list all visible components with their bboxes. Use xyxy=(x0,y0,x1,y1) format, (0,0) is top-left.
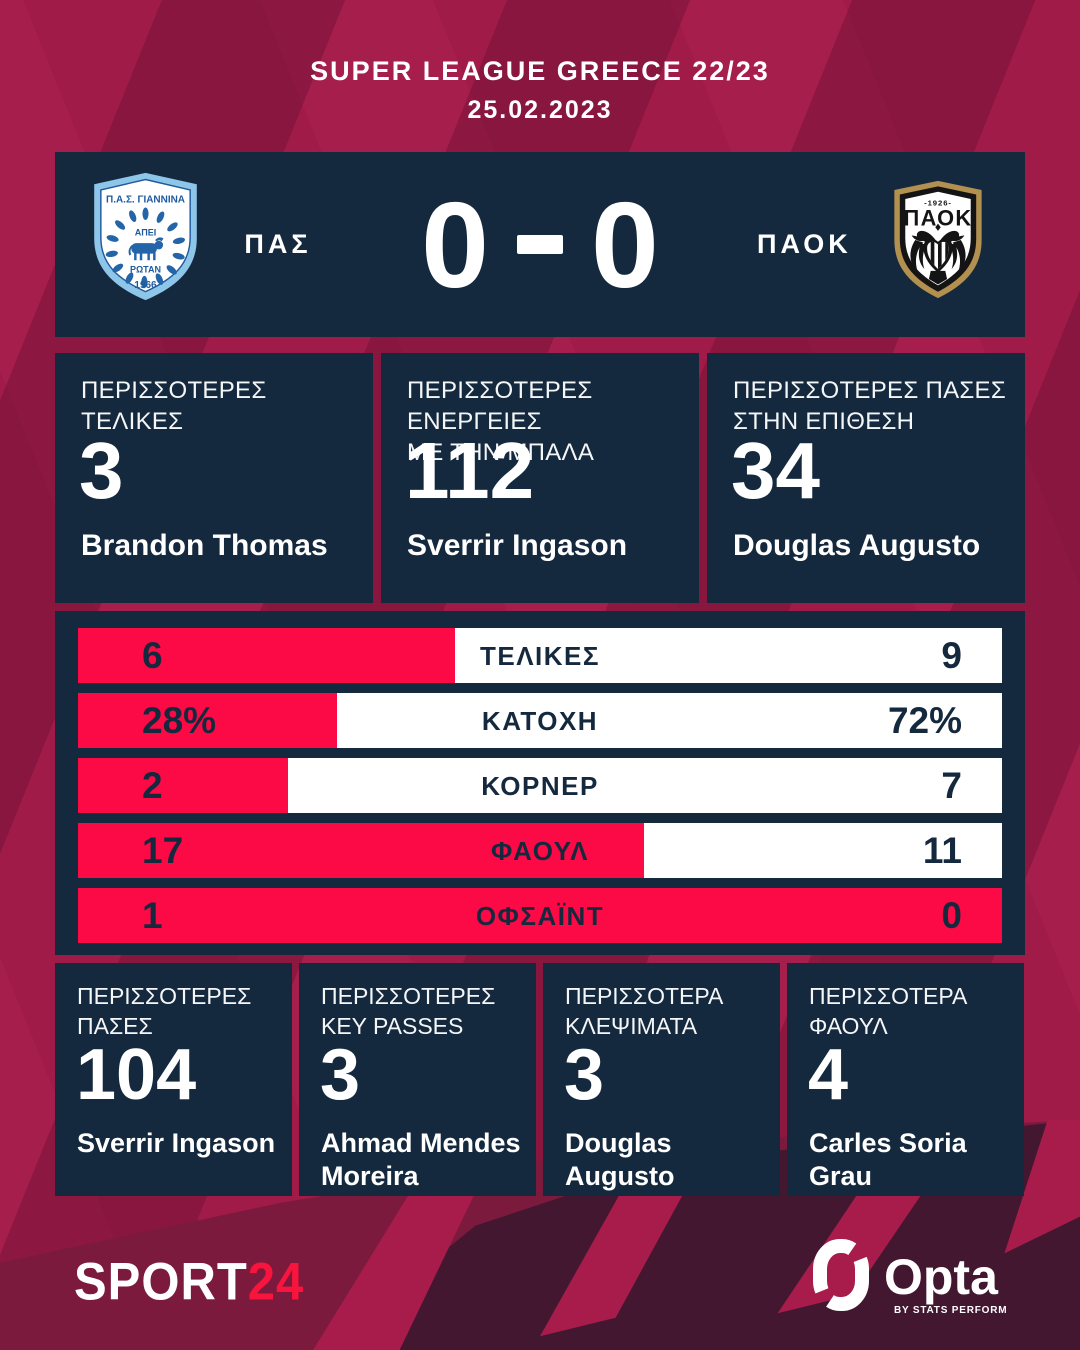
stat-card-most-attacking-passes: ΠΕΡΙΣΣΟΤΕΡΕΣ ΠΑΣΕΣ ΣΤΗΝ ΕΠΙΘΕΣΗ 34 Dougla… xyxy=(707,353,1025,603)
away-value: 0 xyxy=(941,895,962,936)
home-value: 2 xyxy=(142,765,163,806)
home-value: 28% xyxy=(142,700,217,741)
home-bar-fill xyxy=(78,888,1002,943)
pas-giannina-crest-icon: Π.Α.Σ. ΓΙΑΝΝΙΝΑ ΑΠΕΙ xyxy=(94,172,197,301)
home-score: 0 xyxy=(421,176,489,313)
stat-value: 104 xyxy=(76,1035,197,1115)
stat-value: 112 xyxy=(405,426,535,515)
stat-player: Douglas Augusto xyxy=(733,529,981,562)
stat-label: ΠΕΡΙΣΣΟΤΕΡΑ ΦΑΟΥΛ xyxy=(809,983,968,1039)
stat-card-most-tackles: ΠΕΡΙΣΣΟΤΕΡΑ ΚΛΕΨΙΜΑΤΑ 3 Douglas Augusto xyxy=(543,963,780,1196)
score-separator-icon xyxy=(517,235,563,254)
comparison-bars-panel: 6 ΤΕΛΙΚΕΣ 9 28% ΚΑΤΟΧΗ 72% 2 ΚΟΡΝΕΡ 7 17… xyxy=(55,611,1025,955)
match-date: 25.02.2023 xyxy=(467,96,613,124)
bar-row-fouls: 17 ΦΑΟΥΛ 11 xyxy=(78,823,1002,878)
away-score: 0 xyxy=(591,176,659,313)
pas-crest-bull xyxy=(128,237,164,261)
stat-card-most-touches: ΠΕΡΙΣΣΟΤΕΡΕΣ ΕΝΕΡΓΕΙΕΣ ΜΕ ΤΗΝ ΜΠΑΛΑ 112 S… xyxy=(381,353,699,603)
stat-card-most-key-passes: ΠΕΡΙΣΣΟΤΕΡΕΣ KEY PASSES 3 Ahmad Mendes Mo… xyxy=(299,963,536,1196)
sport24-logo-number: 24 xyxy=(247,1253,305,1312)
pas-crest-title: Π.Α.Σ. ΓΙΑΝΝΙΝΑ xyxy=(106,194,185,205)
opta-ring-icon xyxy=(813,1239,869,1311)
bar-row-corners: 2 ΚΟΡΝΕΡ 7 xyxy=(78,758,1002,813)
bar-category-label: ΟΦΣΑΪΝΤ xyxy=(475,901,605,931)
bar-category-label: ΤΕΛΙΚΕΣ xyxy=(479,641,600,671)
away-value: 11 xyxy=(922,830,962,871)
pas-crest-upper-text: ΑΠΕΙ xyxy=(135,228,157,238)
stat-player: Sverrir Ingason xyxy=(77,1128,276,1158)
paok-crest-year: -1926- xyxy=(924,198,952,207)
opta-brand-text: Opta xyxy=(884,1249,998,1305)
sport24-logo-text: SPORT xyxy=(74,1253,248,1312)
bar-category-label: ΚΑΤΟΧΗ xyxy=(481,706,599,736)
bar-row-offsides: 1 ΟΦΣΑΪΝΤ 0 xyxy=(78,888,1002,943)
opta-logo: Opta BY STATS PERFORM xyxy=(812,1238,1007,1316)
away-value: 9 xyxy=(941,635,962,676)
stat-label: ΠΕΡΙΣΣΟΤΕΡΕΣ ΤΕΛΙΚΕΣ xyxy=(81,377,267,435)
home-team-label: ΠΑΣ xyxy=(244,229,312,259)
home-bar-fill xyxy=(78,628,455,683)
home-value: 1 xyxy=(142,895,163,936)
stat-player: Sverrir Ingason xyxy=(407,529,628,562)
sport24-logo: SPORT24 xyxy=(74,1252,304,1312)
stat-player: Douglas Augusto xyxy=(565,1128,675,1191)
match-score: 0 0 xyxy=(340,152,740,337)
stat-label: ΠΕΡΙΣΣΟΤΕΡΕΣ ΠΑΣΕΣ xyxy=(77,983,252,1039)
competition-title: SUPER LEAGUE GREECE 22/23 xyxy=(310,56,770,86)
stat-value: 34 xyxy=(731,426,820,515)
home-value: 17 xyxy=(142,830,184,871)
home-bar-fill xyxy=(78,693,337,748)
bar-row-possession: 28% ΚΑΤΟΧΗ 72% xyxy=(78,693,1002,748)
scoreboard-panel: Π.Α.Σ. ΓΙΑΝΝΙΝΑ ΑΠΕΙ xyxy=(55,152,1025,337)
paok-crest-icon: -1926- ΠΑΟΚ xyxy=(894,180,982,299)
pas-crest-wreath xyxy=(105,207,186,289)
opta-byline-text: BY STATS PERFORM xyxy=(894,1305,1008,1316)
stat-value: 4 xyxy=(808,1035,849,1115)
stat-label: ΠΕΡΙΣΣΟΤΕΡΕΣ KEY PASSES xyxy=(321,983,496,1039)
paok-crest-heart-stripes xyxy=(930,241,949,270)
away-team-label: ΠΑΟΚ xyxy=(757,229,852,259)
stat-player: Brandon Thomas xyxy=(81,529,328,562)
stat-value: 3 xyxy=(320,1035,361,1115)
stat-card-most-passes: ΠΕΡΙΣΣΟΤΕΡΕΣ ΠΑΣΕΣ 104 Sverrir Ingason xyxy=(55,963,292,1196)
pas-crest-year: 1966 xyxy=(134,280,157,291)
stat-player: Carles Soria Grau xyxy=(809,1128,967,1191)
away-value: 7 xyxy=(941,765,962,806)
stat-label: ΠΕΡΙΣΣΟΤΕΡΕΣ ΕΝΕΡΓΕΙΕΣ ΜΕ ΤΗΝ ΜΠΑΛΑ xyxy=(407,377,595,466)
stat-player: Ahmad Mendes Moreira xyxy=(321,1128,521,1191)
stat-label: ΠΕΡΙΣΣΟΤΕΡΕΣ ΠΑΣΕΣ ΣΤΗΝ ΕΠΙΘΕΣΗ xyxy=(733,377,1006,435)
home-bar-fill xyxy=(78,758,288,813)
stat-card-most-shots: ΠΕΡΙΣΣΟΤΕΡΕΣ ΤΕΛΙΚΕΣ 3 Brandon Thomas xyxy=(55,353,373,603)
home-bar-fill xyxy=(78,823,645,878)
home-value: 6 xyxy=(142,635,163,676)
away-value: 72% xyxy=(887,700,962,741)
bar-category-label: ΚΟΡΝΕΡ xyxy=(481,771,599,801)
bar-row-shots: 6 ΤΕΛΙΚΕΣ 9 xyxy=(78,628,1002,683)
pas-crest-lower-text: ΡΩΤΑΝ xyxy=(130,265,161,275)
stat-label: ΠΕΡΙΣΣΟΤΕΡΑ ΚΛΕΨΙΜΑΤΑ xyxy=(565,983,724,1039)
bar-category-label: ΦΑΟΥΛ xyxy=(490,836,590,866)
stat-value: 3 xyxy=(79,426,124,515)
stat-value: 3 xyxy=(564,1035,605,1115)
stat-card-most-fouls: ΠΕΡΙΣΣΟΤΕΡΑ ΦΑΟΥΛ 4 Carles Soria Grau xyxy=(787,963,1024,1196)
